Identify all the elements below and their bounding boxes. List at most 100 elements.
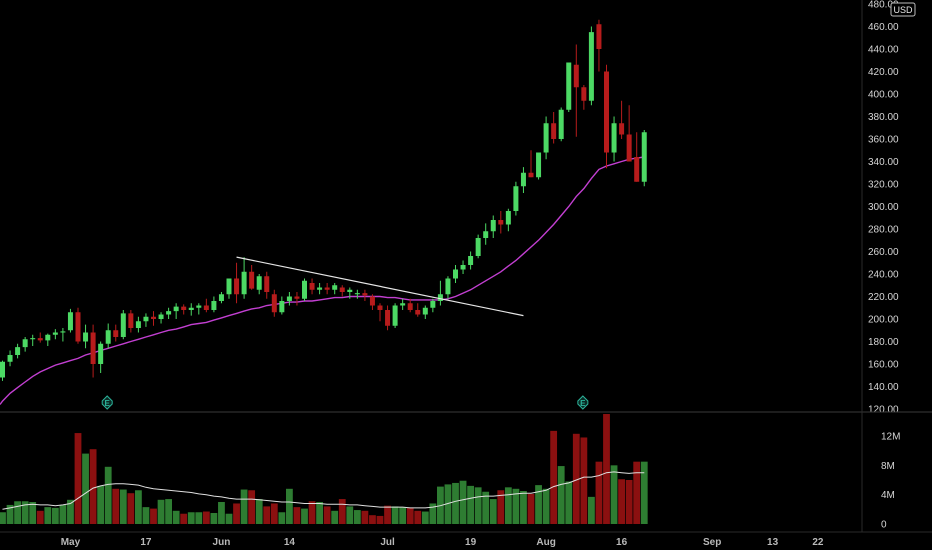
candle-body <box>634 157 640 182</box>
volume-bar <box>82 453 89 524</box>
candle <box>143 313 149 327</box>
candle-body <box>354 293 360 295</box>
candle <box>60 328 66 342</box>
candle <box>75 307 81 344</box>
volume-bar <box>316 502 323 524</box>
price-tick-label: 480.00 <box>868 0 899 11</box>
currency-badge[interactable]: USD <box>890 2 916 17</box>
volume-bar <box>331 510 339 524</box>
volume-bar <box>225 513 233 524</box>
candle-body <box>90 332 96 364</box>
price-tick-label: 140.00 <box>868 382 899 393</box>
candle <box>400 298 406 310</box>
candle-body <box>324 287 330 290</box>
price-tick-label: 180.00 <box>868 337 899 348</box>
candle <box>558 107 564 142</box>
volume-tick-label: 12M <box>881 432 900 443</box>
candle <box>83 324 89 349</box>
candle <box>339 285 345 297</box>
candle-body <box>551 123 557 139</box>
volume-bar <box>89 449 97 524</box>
candle <box>294 292 300 306</box>
candle <box>520 167 526 193</box>
candle <box>181 304 187 315</box>
candle-body <box>98 343 104 364</box>
volume-bar <box>308 501 316 524</box>
volume-bar <box>353 510 361 524</box>
candle-body <box>543 123 549 153</box>
price-tick-label: 200.00 <box>868 315 899 326</box>
volume-bar <box>202 511 210 524</box>
trendline[interactable] <box>236 256 524 317</box>
candle <box>460 260 466 274</box>
time-tick-label: Jul <box>380 537 395 548</box>
volume-bar <box>51 507 59 524</box>
candle <box>166 307 172 319</box>
candle-body <box>317 287 323 290</box>
volume-bar <box>429 503 437 524</box>
candle-body <box>188 307 194 310</box>
volume-bar <box>263 506 271 524</box>
trendline-line <box>236 256 524 317</box>
candle <box>22 337 28 352</box>
time-tick-label: 19 <box>465 537 477 548</box>
volume-bar <box>119 489 127 524</box>
candle <box>211 296 217 313</box>
volume-bar <box>210 513 218 524</box>
candle-body <box>498 220 504 225</box>
price-tick-label: 160.00 <box>868 360 899 371</box>
candle <box>0 360 5 381</box>
candle-body <box>264 276 270 292</box>
candle-body <box>135 321 141 328</box>
price-tick-label: 340.00 <box>868 157 899 168</box>
candle-body <box>588 32 594 101</box>
candle-body <box>392 305 398 326</box>
candle <box>626 105 632 162</box>
time-tick-label: Jun <box>213 537 231 548</box>
candle-body <box>437 294 443 301</box>
candle <box>279 296 285 315</box>
volume-bar <box>550 430 558 524</box>
candle <box>30 334 36 346</box>
time-axis[interactable]: May 17 Jun 14 Jul 19 Aug 16 Sep 13 22 <box>61 537 824 548</box>
candle <box>128 310 134 333</box>
candle <box>362 289 368 301</box>
candle-body <box>302 280 307 299</box>
candle-body <box>120 313 126 337</box>
candle <box>45 333 51 346</box>
price-tick-label: 240.00 <box>868 270 899 281</box>
volume-bar <box>452 482 459 524</box>
volume-bar <box>474 487 482 524</box>
earnings-label: E <box>105 399 111 408</box>
candle <box>332 283 338 295</box>
price-tick-label: 320.00 <box>868 180 899 191</box>
candle <box>151 311 156 326</box>
volume-bar <box>218 502 225 524</box>
candle <box>302 278 307 301</box>
volume-bar <box>338 499 346 524</box>
price-tick-label: 300.00 <box>868 202 899 213</box>
time-tick-label: 13 <box>767 537 779 548</box>
candle <box>67 308 73 333</box>
candle-body <box>309 283 315 290</box>
candle <box>513 181 519 216</box>
candle-body <box>430 301 436 308</box>
candle <box>347 287 353 299</box>
volume-bar <box>527 493 535 524</box>
candle <box>173 303 179 319</box>
candle <box>241 257 247 299</box>
candle <box>588 26 594 106</box>
candle <box>15 343 21 359</box>
volume-bar <box>29 502 37 524</box>
candle <box>354 289 360 299</box>
volume-bar <box>640 461 648 524</box>
volume-bar <box>293 507 301 524</box>
candle <box>120 310 126 340</box>
time-tick-label: 22 <box>812 537 824 548</box>
candle-body <box>151 316 156 319</box>
candle-body <box>453 269 458 279</box>
candle <box>113 324 119 342</box>
candle <box>52 329 58 340</box>
candle-body <box>67 312 73 331</box>
